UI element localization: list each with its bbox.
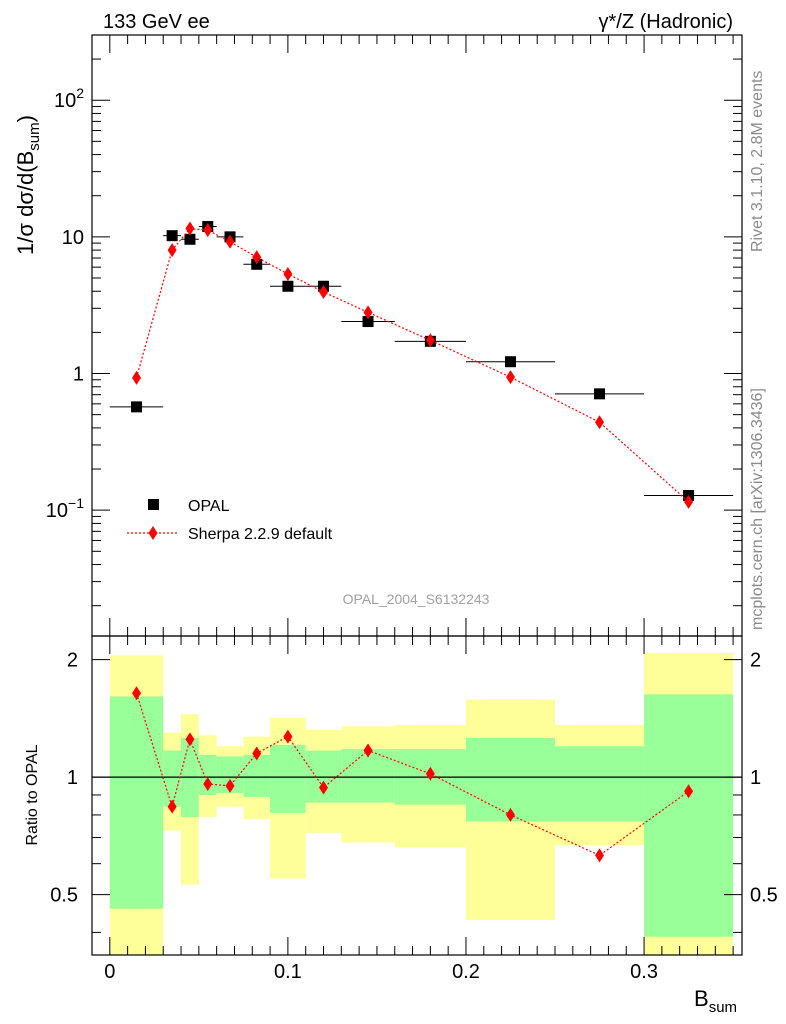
ratio-panel: 0 0.1 0.2 0.3 0.5 0.5 1 1 2 2: [50, 635, 778, 983]
legend-mc-label: Sherpa 2.2.9 default: [188, 526, 333, 543]
mc-point-4: [225, 234, 235, 249]
ratio-y-tick-label-1: 1: [67, 767, 78, 789]
main-y-label-close: ): [13, 115, 38, 122]
main-y-tick-label-2: 10: [62, 227, 84, 249]
mc-point-12: [684, 494, 694, 509]
legend-data-marker: [148, 499, 159, 510]
ratio-y-tick-label-right-2: 2: [750, 650, 761, 672]
opal-point-2: [184, 233, 196, 245]
mc-point-2: [185, 221, 195, 236]
band-inner-8: [341, 749, 395, 803]
ratio-mc-point-4: [225, 778, 235, 793]
main-y-tick-label-3: 102: [54, 85, 84, 112]
mc-point-0: [132, 370, 142, 385]
x-tick-label-3: 0.3: [630, 961, 658, 983]
band-inner-5: [243, 754, 271, 797]
opal-point-0: [131, 401, 143, 413]
ratio-mc-point-7: [319, 780, 329, 795]
band-inner-6: [270, 744, 306, 813]
band-inner-1: [163, 750, 182, 807]
band-inner-3: [198, 754, 217, 795]
ratio-mc-point-3: [203, 777, 213, 792]
mc-point-10: [505, 370, 515, 385]
ratio-mc-point-0: [132, 686, 142, 701]
ratio-mc-point-8: [363, 743, 373, 758]
ratio-mc-point-5: [252, 746, 262, 761]
ratio-mc-point-2: [185, 732, 195, 747]
x-tick-label-0: 0: [104, 961, 115, 983]
mc-point-5: [252, 250, 262, 265]
mc-point-7: [319, 284, 329, 299]
main-y-tick-exp-3: 2: [76, 85, 84, 101]
band-inner-10: [465, 737, 556, 822]
mc-line: [135, 227, 689, 503]
x-label-sub: sum: [709, 999, 737, 1016]
ratio-y-tick-label-2: 2: [67, 650, 78, 672]
mc-point-1: [167, 243, 177, 258]
band-inner-12: [644, 694, 734, 937]
ratio-mc-point-1: [167, 799, 177, 814]
mc-point-9: [425, 333, 435, 348]
process-label: γ*/Z (Hadronic): [599, 11, 733, 33]
mc-point-6: [283, 266, 293, 281]
analysis-watermark: OPAL_2004_S6132243: [343, 591, 490, 607]
opal-point-6: [282, 280, 294, 292]
main-y-axis-label: 1/σ dσ/d(Bsum): [13, 115, 43, 255]
opal-point-8: [362, 316, 374, 328]
legend-data-label: OPAL: [188, 498, 230, 515]
mc-point-8: [363, 305, 373, 320]
x-tick-label-2: 0.2: [452, 961, 480, 983]
energy-label: 133 GeV ee: [103, 11, 210, 33]
ratio-y-tick-label-right-0: 0.5: [750, 885, 778, 907]
legend-mc-marker: [148, 526, 158, 540]
ratio-mc-point-6: [283, 729, 293, 744]
ratio-mc-point-12: [684, 784, 694, 799]
opal-point-11: [594, 388, 606, 400]
ratio-y-axis-label: Ratio to OPAL: [24, 744, 41, 845]
band-inner-11: [555, 746, 645, 822]
main-y-label-text: 1/σ dσ/d(B: [13, 151, 38, 255]
band-inner-0: [109, 696, 164, 909]
main-y-tick-exp-0: −1: [68, 495, 84, 511]
ratio-mc-point-10: [505, 807, 515, 822]
main-frame: [91, 34, 743, 637]
x-tick-label-1: 0.1: [274, 961, 302, 983]
main-y-tick-base-3: 10: [54, 90, 76, 112]
main-y-tick-base-0: 10: [46, 500, 68, 522]
opal-point-10: [504, 356, 516, 368]
main-y-tick-label-1: 1: [73, 364, 84, 386]
opal-point-1: [166, 230, 178, 242]
ratio-y-tick-label-right-1: 1: [750, 767, 761, 789]
mcplots-label: mcplots.cern.ch [arXiv:1306.3436]: [749, 388, 766, 630]
x-label-base: B: [694, 986, 709, 1011]
legend: OPAL Sherpa 2.2.9 default: [127, 498, 333, 543]
main-y-tick-label-0: 10−1: [46, 495, 84, 522]
opal-point-5: [251, 258, 263, 270]
rivet-label: Rivet 3.1.10, 2.8M events: [749, 71, 766, 252]
mc-point-11: [595, 415, 605, 430]
ratio-y-tick-label-0: 0.5: [50, 885, 78, 907]
ratio-frame: [91, 635, 743, 956]
main-y-label-sub: sum: [26, 122, 43, 150]
mc-point-3: [203, 223, 213, 238]
x-axis-label: Bsum: [694, 986, 737, 1016]
ratio-mc-point-11: [595, 848, 605, 863]
ratio-mc-point-9: [425, 766, 435, 781]
